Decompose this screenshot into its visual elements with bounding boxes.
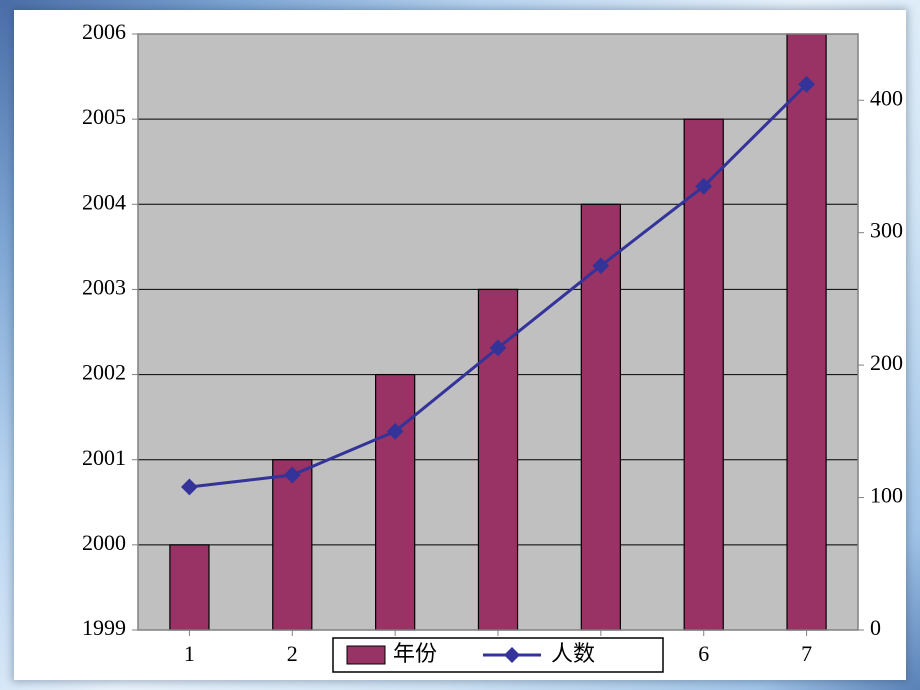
y-right-tick-label: 0 [870, 615, 881, 640]
y-left-tick-label: 2006 [82, 20, 126, 44]
x-tick-label: 1 [184, 641, 195, 666]
x-tick-label: 2 [287, 641, 298, 666]
y-left-tick-label: 2005 [82, 104, 126, 129]
y-right-tick-label: 200 [870, 350, 903, 375]
y-left-tick-label: 2003 [82, 274, 126, 299]
bar [170, 545, 209, 630]
y-right-tick-label: 400 [870, 85, 903, 110]
combo-chart: 1999 2000 2001 2002 2003 2004 2005 2006 0 100 200 3… [28, 20, 920, 690]
y-left-tick-label: 2000 [82, 530, 126, 555]
x-tick-label: 6 [698, 641, 709, 666]
legend-label-bar: 年份 [393, 641, 437, 666]
bar [787, 34, 826, 630]
y-left-tick-label: 1999 [82, 615, 126, 640]
bar [273, 460, 312, 630]
y-left-tick-label: 2004 [82, 189, 126, 214]
y-left-tick-label: 2002 [82, 360, 126, 385]
y-left-tick-label: 2001 [82, 445, 126, 470]
x-tick-label: 7 [801, 641, 812, 666]
legend-label-line: 人数 [551, 641, 595, 666]
bar [376, 375, 415, 630]
slide-card: 1999 2000 2001 2002 2003 2004 2005 2006 0 100 200 3… [14, 10, 906, 680]
legend-swatch-bar [347, 646, 385, 664]
y-right-tick-label: 100 [870, 483, 903, 508]
y-right-tick-label: 300 [870, 218, 903, 243]
slide-background: 1999 2000 2001 2002 2003 2004 2005 2006 0 100 200 3… [0, 0, 920, 690]
